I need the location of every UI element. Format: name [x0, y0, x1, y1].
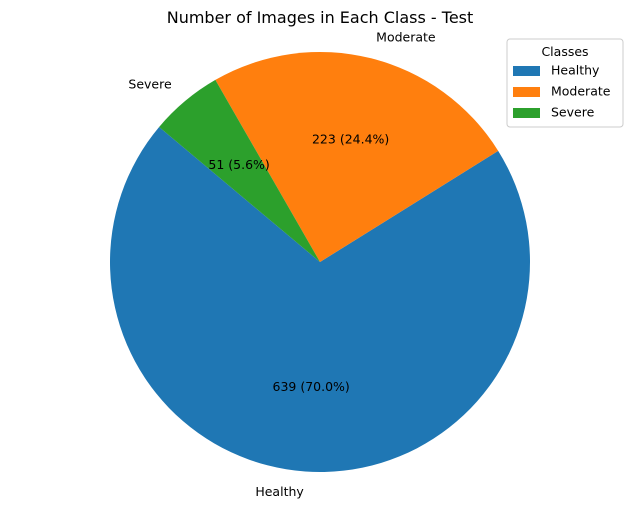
pie-slice-healthy	[110, 127, 531, 473]
legend-title: Classes	[541, 44, 588, 59]
legend-frame	[506, 38, 624, 128]
pie-slices	[110, 51, 531, 473]
pie-slice-moderate	[215, 51, 499, 262]
pie-slice-severe	[159, 79, 320, 263]
slice-label-severe: Severe	[128, 76, 172, 91]
slice-value-label-moderate: 223 (24.4%)	[312, 131, 389, 146]
slice-value-label-severe: 51 (5.6%)	[208, 157, 269, 172]
legend-label-healthy: Healthy	[551, 63, 600, 78]
slice-label-healthy: Healthy	[255, 484, 304, 499]
legend: Classes Healthy Moderate Severe	[506, 38, 624, 128]
legend-swatch-moderate	[513, 87, 540, 97]
chart-title: Number of Images in Each Class - Test	[167, 8, 474, 27]
legend-label-moderate: Moderate	[551, 84, 611, 99]
legend-swatch-severe	[513, 108, 540, 118]
slice-value-label-healthy: 639 (70.0%)	[273, 379, 350, 394]
pie-labels: Healthy 639 (70.0%) Moderate 223 (24.4%) Sev…	[128, 29, 436, 498]
legend-swatch-healthy	[513, 66, 540, 76]
slice-label-moderate: Moderate	[376, 29, 436, 44]
legend-label-severe: Severe	[551, 105, 595, 120]
